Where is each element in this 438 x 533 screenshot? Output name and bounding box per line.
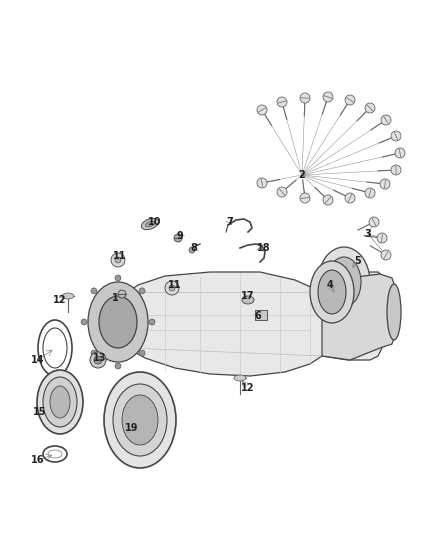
- Circle shape: [395, 148, 405, 158]
- Polygon shape: [128, 272, 382, 376]
- Circle shape: [115, 363, 121, 369]
- Ellipse shape: [141, 219, 159, 230]
- Ellipse shape: [104, 372, 176, 468]
- Circle shape: [174, 234, 182, 242]
- Circle shape: [300, 193, 310, 203]
- Circle shape: [90, 352, 106, 368]
- Circle shape: [149, 319, 155, 325]
- Circle shape: [257, 178, 267, 188]
- Circle shape: [115, 257, 121, 263]
- Circle shape: [323, 195, 333, 205]
- Bar: [255, 310, 267, 320]
- Ellipse shape: [327, 257, 361, 307]
- Circle shape: [381, 250, 391, 260]
- Text: 5: 5: [355, 256, 361, 266]
- Ellipse shape: [387, 284, 401, 340]
- Ellipse shape: [43, 377, 77, 427]
- Ellipse shape: [234, 375, 246, 381]
- Text: 19: 19: [125, 423, 139, 433]
- Text: 9: 9: [177, 231, 184, 241]
- Text: 8: 8: [191, 243, 198, 253]
- Circle shape: [365, 103, 375, 113]
- Text: 10: 10: [148, 217, 162, 227]
- Text: 15: 15: [33, 407, 47, 417]
- Circle shape: [300, 93, 310, 103]
- Text: 17: 17: [241, 291, 255, 301]
- Circle shape: [345, 193, 355, 203]
- Text: 2: 2: [299, 170, 305, 180]
- Text: 4: 4: [327, 280, 333, 290]
- Ellipse shape: [99, 296, 137, 348]
- Circle shape: [369, 217, 379, 227]
- Circle shape: [139, 288, 145, 294]
- Text: 12: 12: [241, 383, 255, 393]
- Circle shape: [81, 319, 87, 325]
- Ellipse shape: [122, 395, 158, 445]
- Circle shape: [118, 290, 126, 298]
- Text: 14: 14: [31, 355, 45, 365]
- Ellipse shape: [310, 261, 354, 323]
- Text: 11: 11: [113, 251, 127, 261]
- Ellipse shape: [242, 296, 254, 304]
- Circle shape: [139, 350, 145, 356]
- Text: 11: 11: [168, 280, 182, 290]
- Ellipse shape: [88, 282, 148, 362]
- Ellipse shape: [318, 270, 346, 314]
- Circle shape: [365, 188, 375, 198]
- Ellipse shape: [145, 221, 155, 227]
- Text: 12: 12: [53, 295, 67, 305]
- Circle shape: [115, 275, 121, 281]
- Ellipse shape: [62, 293, 74, 299]
- Text: 7: 7: [226, 217, 233, 227]
- Circle shape: [91, 288, 97, 294]
- Text: 13: 13: [93, 353, 107, 363]
- Circle shape: [189, 247, 195, 253]
- Circle shape: [277, 97, 287, 107]
- Circle shape: [94, 356, 102, 364]
- Circle shape: [381, 115, 391, 125]
- Text: 16: 16: [31, 455, 45, 465]
- Ellipse shape: [113, 384, 167, 456]
- Text: 6: 6: [254, 311, 261, 321]
- Circle shape: [111, 253, 125, 267]
- Circle shape: [323, 92, 333, 102]
- Ellipse shape: [37, 370, 83, 434]
- Ellipse shape: [318, 247, 370, 317]
- Circle shape: [391, 131, 401, 141]
- Circle shape: [277, 187, 287, 197]
- Polygon shape: [108, 292, 128, 352]
- Circle shape: [165, 281, 179, 295]
- Circle shape: [377, 233, 387, 243]
- Text: 3: 3: [364, 229, 371, 239]
- Polygon shape: [322, 274, 396, 360]
- Circle shape: [257, 105, 267, 115]
- Circle shape: [91, 350, 97, 356]
- Text: 18: 18: [257, 243, 271, 253]
- Circle shape: [169, 285, 175, 291]
- Circle shape: [391, 165, 401, 175]
- Ellipse shape: [50, 386, 70, 418]
- Circle shape: [345, 95, 355, 105]
- Text: 1: 1: [112, 293, 118, 303]
- Circle shape: [380, 179, 390, 189]
